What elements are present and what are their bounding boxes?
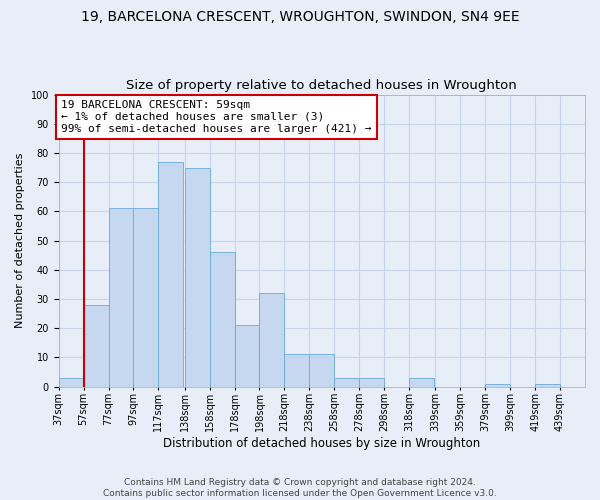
Bar	[359, 378, 384, 386]
Bar	[158, 162, 184, 386]
Bar	[209, 252, 235, 386]
Bar	[334, 378, 359, 386]
Bar	[133, 208, 158, 386]
Bar	[185, 168, 209, 386]
Text: 19 BARCELONA CRESCENT: 59sqm
← 1% of detached houses are smaller (3)
99% of semi: 19 BARCELONA CRESCENT: 59sqm ← 1% of det…	[61, 100, 371, 134]
Bar	[485, 384, 510, 386]
Bar	[310, 354, 334, 386]
Bar	[259, 293, 284, 386]
Bar	[109, 208, 133, 386]
Y-axis label: Number of detached properties: Number of detached properties	[15, 153, 25, 328]
Text: 19, BARCELONA CRESCENT, WROUGHTON, SWINDON, SN4 9EE: 19, BARCELONA CRESCENT, WROUGHTON, SWIND…	[80, 10, 520, 24]
Bar	[409, 378, 434, 386]
Bar	[235, 325, 259, 386]
Bar	[83, 305, 109, 386]
Bar	[535, 384, 560, 386]
Text: Contains HM Land Registry data © Crown copyright and database right 2024.
Contai: Contains HM Land Registry data © Crown c…	[103, 478, 497, 498]
Bar	[284, 354, 310, 386]
Bar	[59, 378, 83, 386]
X-axis label: Distribution of detached houses by size in Wroughton: Distribution of detached houses by size …	[163, 437, 481, 450]
Title: Size of property relative to detached houses in Wroughton: Size of property relative to detached ho…	[127, 79, 517, 92]
